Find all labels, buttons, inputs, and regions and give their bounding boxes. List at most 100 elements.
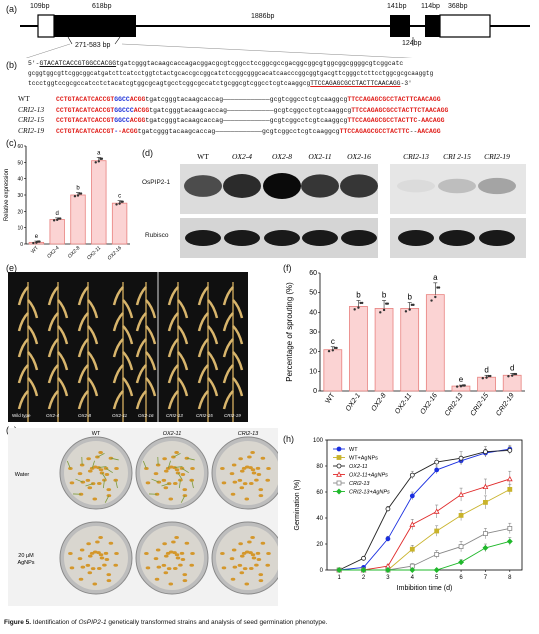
y-tick-label: 60 [309, 270, 317, 277]
panicle-branch [167, 390, 179, 410]
data-marker [336, 455, 342, 460]
data-marker [409, 521, 416, 527]
data-marker [433, 567, 440, 573]
seed [244, 582, 250, 586]
seed [113, 563, 119, 567]
sequence-line-1: 5'-GTACATCACCGTGGCCACGGtgatcgggtacaagcac… [28, 60, 403, 67]
data-point [459, 385, 463, 388]
seed [251, 471, 257, 475]
seed [250, 553, 256, 557]
data-marker [483, 531, 488, 536]
bar [49, 219, 65, 245]
seed [161, 478, 167, 482]
panicle-label: CRI2-19 [224, 413, 241, 418]
plot-frame [326, 439, 523, 571]
panicle-branch [77, 390, 89, 410]
alignment-seq-pam-left: CCTGTACATCACCGT [56, 106, 115, 114]
seed [162, 457, 167, 461]
lane-label: OX2-11 [308, 152, 331, 161]
panicle-branch [77, 312, 89, 332]
alignment-row-label: WT [18, 94, 30, 103]
band-rubisco [264, 230, 300, 246]
alignment-seq-deletion: - [417, 117, 422, 124]
data-point [436, 286, 439, 289]
panicle-branch [222, 286, 234, 306]
seed [114, 552, 119, 556]
sprout [97, 452, 105, 458]
alignment-seq-target-right: TTCCAGAGCGCCTACTTC [347, 117, 418, 124]
data-point [73, 195, 77, 198]
seed [260, 456, 266, 460]
alignment-gap: ———————————— [226, 106, 274, 114]
seg-label-114: 114bp [421, 3, 440, 10]
significance-letter: c [118, 194, 121, 200]
category-label: OX2-16 [419, 392, 439, 416]
seq-target-1: GTACATCACCGTGGCCACGG [39, 60, 117, 67]
y-axis-label: Percentage of sprouting (%) [285, 282, 294, 382]
seq-rest-1: tgatcgggtacaagcaccagacggacgcgtcggcctccgg… [116, 60, 404, 67]
seed [258, 488, 264, 492]
seed [254, 478, 259, 482]
seed [108, 456, 114, 460]
seed [189, 563, 195, 567]
panicle-branch [222, 338, 234, 358]
panicle-branch [167, 364, 179, 384]
data-marker [434, 528, 440, 534]
dish-paper [216, 526, 278, 590]
dish-paper [64, 526, 128, 590]
data-point [99, 157, 102, 160]
alignment-seq-left-end: ACGG [129, 117, 146, 124]
data-point [57, 217, 61, 220]
seed [163, 571, 169, 575]
bar [323, 349, 343, 392]
alignment-row: CRI2-13 CCTGTACATCACCGTGGCCCACGGtgatcgggt… [18, 105, 448, 114]
data-point [513, 372, 516, 376]
data-marker [409, 493, 415, 499]
significance-letter: b [407, 293, 412, 302]
panicle-branch [87, 325, 99, 345]
alignment-row: CRI2-15 CCTGTACATCACCGTGGCCACGGtgatcgggta… [18, 115, 445, 124]
data-point [357, 306, 360, 309]
panicle-branch [47, 312, 59, 332]
seed [230, 577, 236, 581]
row-label-ospip2-1: OsPIP2-1 [142, 179, 171, 186]
seed [95, 540, 100, 544]
data-marker [506, 538, 513, 545]
panel-label-e: (e) [6, 263, 17, 273]
sprout [151, 478, 160, 483]
seed [98, 468, 104, 472]
x-tick-label: 7 [484, 575, 488, 581]
data-point [78, 192, 81, 195]
x-tick-label: 2 [362, 575, 366, 581]
data-marker [336, 446, 342, 452]
alignment-seq-target-right: TTCCAGAGCGCCTACTTC [347, 96, 418, 103]
seed [78, 577, 84, 581]
seed [266, 552, 271, 556]
seed [241, 466, 247, 470]
data-marker [385, 536, 391, 542]
band-rubisco [439, 230, 475, 246]
alignment-seq-target-right: TTCCAGAGCGCCTACTTCT [351, 106, 426, 114]
caption-text-1: Identification of [31, 619, 79, 626]
panicle-branch [232, 377, 244, 397]
seed [221, 481, 227, 485]
target-region-label: 271-583 bp [75, 42, 111, 49]
row-label-agnps-1: 20 μM [18, 553, 34, 559]
panicle-branch [87, 377, 99, 397]
alignment-gap: ———————————— [215, 127, 262, 135]
bar [374, 308, 394, 392]
seed [96, 566, 102, 570]
data-point [353, 308, 356, 311]
seed [96, 481, 102, 485]
sprout [186, 457, 195, 461]
legend-label: CRI2-13 [349, 481, 370, 487]
seed [104, 557, 110, 561]
alignment-seq-mid: tgatcgggtacaagcaccag [137, 127, 216, 135]
panel-label-b: (b) [6, 60, 17, 70]
y-tick-label: 30 [17, 193, 23, 199]
data-marker [483, 449, 488, 455]
sprout [98, 466, 107, 468]
seed [69, 481, 75, 485]
sprout [181, 468, 189, 474]
seg-label-368: 368bp [448, 3, 468, 10]
